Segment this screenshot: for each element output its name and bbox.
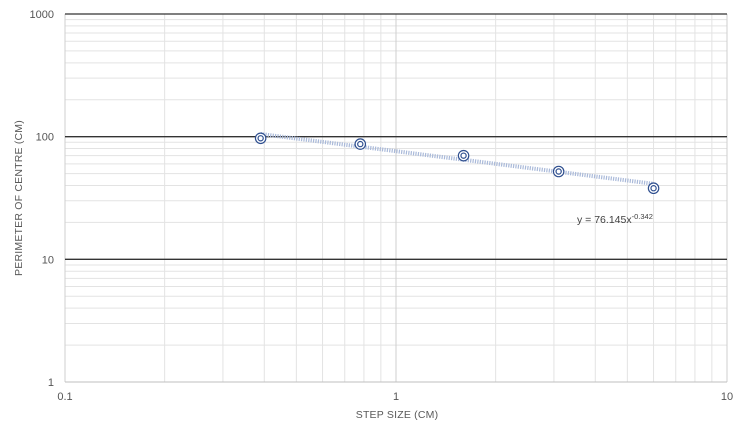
y-axis-title: PERIMETER OF CENTRE (CM)	[13, 120, 25, 276]
data-point	[354, 138, 367, 150]
x-tick-label: 1	[393, 391, 399, 403]
y-tick-label: 1	[48, 377, 54, 389]
data-point-inner-ring	[650, 185, 657, 192]
data-point-outer-ring	[647, 182, 660, 195]
trendline	[260, 132, 654, 186]
data-point-inner-ring	[555, 168, 562, 175]
x-tick-labels: 0.1 1 10	[57, 391, 733, 403]
trendline-layer	[260, 132, 654, 186]
data-point-outer-ring	[457, 149, 470, 162]
major-gridlines	[65, 13, 727, 383]
data-point-inner-ring	[460, 152, 467, 159]
x-tick-label: 10	[721, 391, 733, 403]
data-point-outer-ring	[354, 138, 367, 150]
x-tick-label: 0.1	[57, 391, 72, 403]
minor-gridlines	[64, 14, 728, 382]
data-point-outer-ring	[552, 165, 565, 178]
data-point-inner-ring	[357, 140, 364, 148]
equation-base: y = 76.145x	[577, 214, 632, 226]
data-point-inner-ring	[257, 135, 264, 142]
y-tick-label: 10	[42, 254, 54, 266]
data-point-outer-ring	[254, 132, 267, 145]
y-tick-labels: 1 10 100 1000	[30, 9, 54, 389]
data-points	[254, 132, 660, 195]
data-point	[552, 165, 565, 178]
trendline-equation: y = 76.145x-0.342	[577, 212, 653, 226]
data-point	[647, 182, 660, 195]
equation-exponent: -0.342	[632, 212, 653, 221]
y-tick-label: 100	[36, 132, 54, 144]
y-tick-label: 1000	[30, 9, 54, 21]
data-point	[254, 132, 267, 145]
data-point	[457, 149, 470, 162]
x-axis-title: STEP SIZE (CM)	[356, 409, 439, 421]
